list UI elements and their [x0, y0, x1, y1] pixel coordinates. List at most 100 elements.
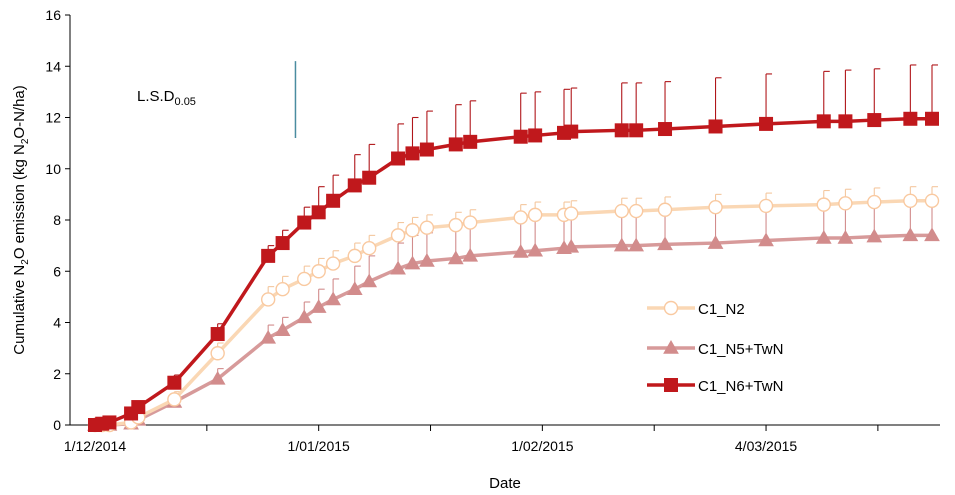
data-point: [629, 123, 644, 138]
data-point: [448, 217, 463, 233]
data-point: [347, 178, 362, 193]
data-point: [296, 309, 313, 324]
x-axis-title: Date: [489, 475, 521, 492]
legend-marker: [663, 300, 679, 316]
data-point: [707, 235, 724, 249]
y-tick-label: 8: [53, 212, 61, 228]
y-axis-title: Cumulative N2O emission (kg N2O-N/ha): [11, 85, 31, 355]
data-point: [613, 237, 630, 252]
data-point: [866, 228, 883, 243]
data-point: [297, 271, 312, 287]
data-point: [391, 151, 406, 166]
data-point: [390, 228, 406, 243]
data-point: [210, 346, 225, 361]
data-point: [297, 215, 312, 230]
data-point: [405, 146, 420, 161]
series-line: [95, 199, 932, 427]
data-point: [527, 207, 543, 223]
y-tick-label: 12: [45, 110, 61, 126]
data-point: [326, 193, 341, 208]
data-point: [759, 116, 774, 131]
data-point: [708, 119, 723, 134]
legend-marker: [664, 378, 678, 392]
plot-area: 0 2 4 6 8 10 12 14 16 1/12/2014 1/01/2015 1/02/201…: [45, 7, 940, 454]
legend-item-C1_N5+TwN: C1_N5+TwN: [647, 339, 783, 358]
data-point: [311, 205, 326, 220]
data-point: [448, 137, 463, 152]
data-point: [405, 223, 420, 238]
data-point: [325, 291, 341, 306]
data-point: [614, 123, 629, 138]
data-point: [513, 210, 528, 225]
legend-label: C1_N6+TwN: [698, 378, 783, 395]
data-point: [815, 229, 832, 244]
y-tick-label: 6: [53, 263, 61, 279]
data-point: [404, 255, 421, 270]
data-point: [310, 299, 327, 313]
legend-marker: [663, 339, 679, 354]
y-tick-label: 4: [53, 315, 61, 331]
data-point: [419, 252, 435, 267]
x-tick-label: 1/01/2015: [288, 438, 350, 454]
y-axis-title-suffix2: O-N/ha): [11, 85, 28, 138]
data-point: [657, 202, 673, 217]
y-tick-label: 2: [53, 366, 61, 382]
data-point: [102, 415, 117, 430]
legend-label: C1_N2: [698, 301, 745, 318]
data-point: [260, 292, 276, 307]
data-point: [447, 250, 464, 265]
data-point: [837, 229, 854, 244]
data-point: [838, 196, 853, 211]
y-tick-label: 16: [45, 7, 61, 23]
data-point: [528, 128, 543, 143]
data-point: [167, 375, 182, 390]
legend-item-C1_N2: C1_N2: [647, 300, 745, 318]
data-point: [325, 256, 341, 271]
data-point: [362, 170, 377, 185]
lsd-label: L.S.D0.05: [137, 88, 196, 108]
data-point: [564, 124, 579, 139]
data-point: [275, 236, 290, 251]
data-point: [275, 281, 290, 297]
y-axis-title-suffix: O emission (kg N: [11, 144, 28, 259]
data-point: [463, 215, 478, 230]
data-point: [274, 322, 291, 336]
data-point: [260, 329, 277, 344]
data-point: [167, 392, 182, 407]
x-tick-label: 4/03/2015: [735, 438, 797, 454]
series-C1_N6+TwN: [88, 64, 939, 432]
legend-label: C1_N5+TwN: [698, 341, 783, 358]
y-tick-label: 0: [53, 417, 61, 433]
x-ticks: 1/12/2014 1/01/2015 1/02/2015 4/03/2015: [64, 425, 879, 454]
series-C1_N2: [87, 186, 940, 433]
data-point: [346, 281, 363, 295]
y-tick-label: 10: [45, 161, 61, 177]
data-point: [210, 327, 225, 342]
data-point: [657, 236, 673, 251]
data-point: [758, 232, 774, 247]
y-axis-title-sub: 2: [20, 259, 31, 265]
y-tick-label: 14: [45, 58, 61, 74]
data-point: [924, 193, 940, 208]
x-tick-label: 1/12/2014: [64, 438, 126, 454]
x-tick-label: 1/02/2015: [511, 438, 573, 454]
data-point: [462, 247, 479, 262]
lsd-annotation: L.S.D0.05: [137, 61, 297, 138]
data-point: [658, 122, 673, 137]
data-point: [131, 400, 146, 415]
data-point: [527, 242, 544, 257]
y-axis-title-prefix: Cumulative N: [11, 265, 28, 355]
data-point: [902, 227, 919, 242]
data-point: [708, 199, 723, 215]
data-point: [463, 134, 478, 149]
data-point: [311, 264, 326, 279]
data-point: [867, 113, 882, 128]
data-point: [390, 260, 406, 275]
data-point: [361, 273, 378, 288]
data-point: [628, 237, 645, 252]
legend-item-C1_N6+TwN: C1_N6+TwN: [647, 378, 783, 395]
data-point: [867, 194, 882, 210]
y-axis-title-sub2: 2: [20, 138, 31, 144]
data-point: [564, 206, 579, 221]
